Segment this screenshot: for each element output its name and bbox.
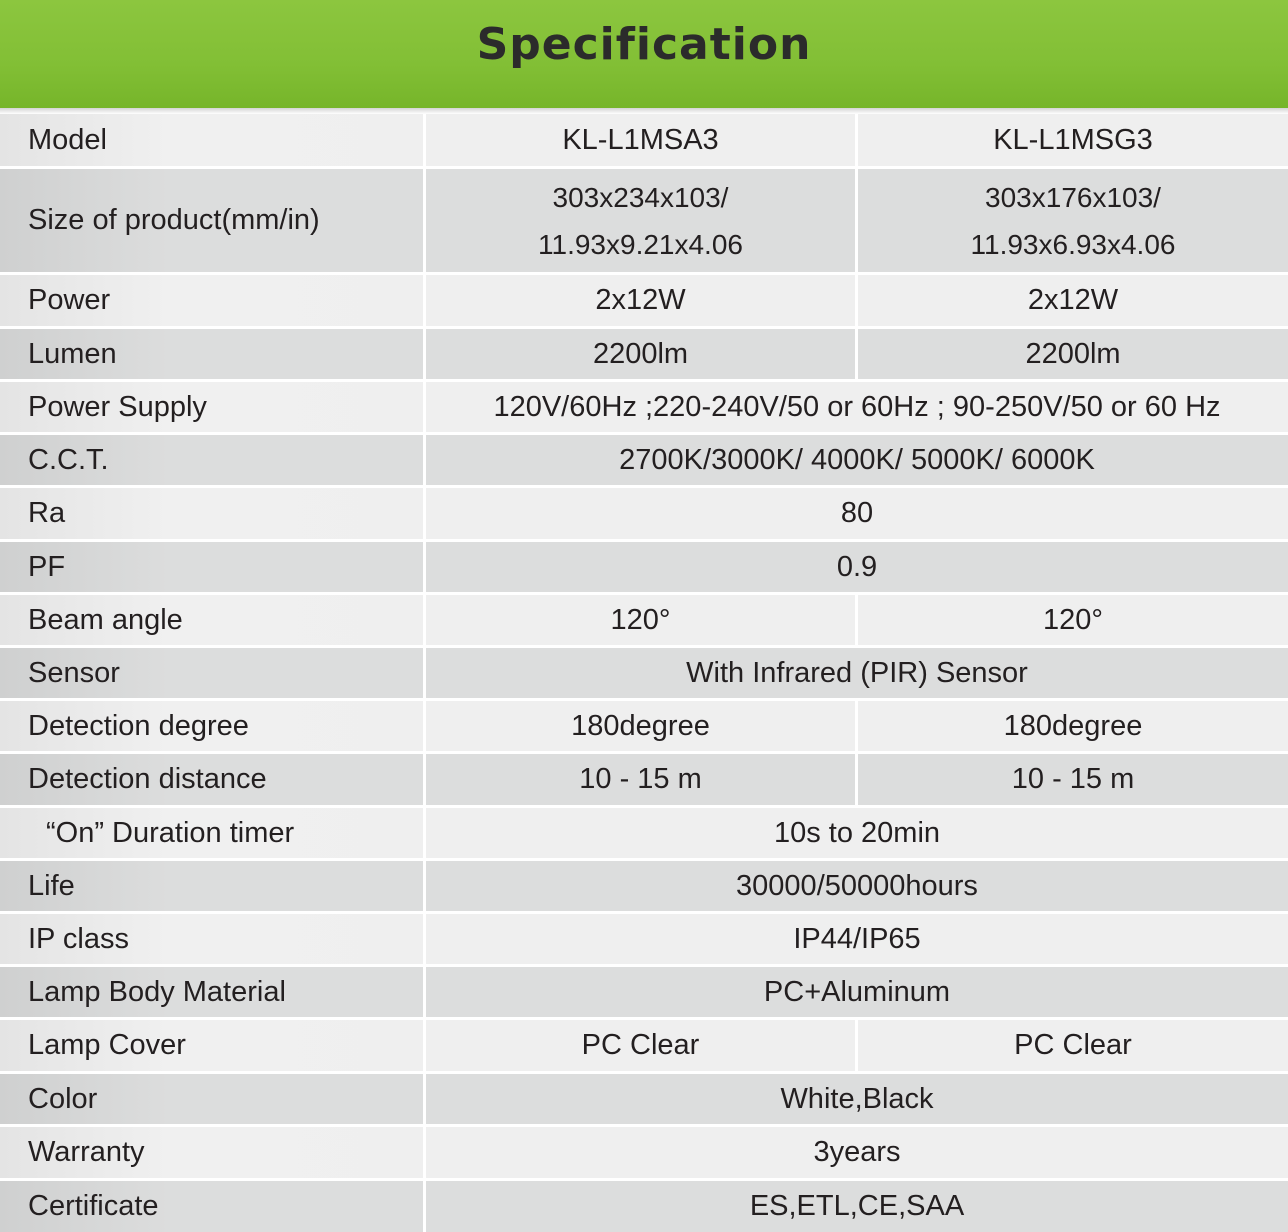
table-row-pf: PF 0.9 bbox=[0, 542, 1288, 595]
table-row-model: Model KL-L1MSA3 KL-L1MSG3 bbox=[0, 114, 1288, 169]
row-label: Detection distance bbox=[0, 754, 423, 805]
row-label: Lumen bbox=[0, 329, 423, 379]
row-label: Certificate bbox=[0, 1181, 423, 1232]
model-1-value: 180degree bbox=[426, 701, 855, 751]
row-label: PF bbox=[0, 542, 423, 592]
shared-value: With Infrared (PIR) Sensor bbox=[426, 648, 1288, 698]
row-label: C.C.T. bbox=[0, 435, 423, 485]
table-row-warranty: Warranty 3years bbox=[0, 1127, 1288, 1181]
shared-value: IP44/IP65 bbox=[426, 914, 1288, 964]
table-row-cct: C.C.T. 2700K/3000K/ 4000K/ 5000K/ 6000K bbox=[0, 435, 1288, 488]
table-row-size: Size of product(mm/in) 303x234x103/ 11.9… bbox=[0, 169, 1288, 275]
shared-value: 120V/60Hz ;220-240V/50 or 60Hz ; 90-250V… bbox=[426, 382, 1288, 432]
table-row-life: Life 30000/50000hours bbox=[0, 861, 1288, 914]
table-row-detection-degree: Detection degree 180degree 180degree bbox=[0, 701, 1288, 754]
model-1-value: KL-L1MSA3 bbox=[426, 114, 855, 166]
size-in: 11.93x9.21x4.06 bbox=[538, 228, 743, 260]
model-2-value: 120° bbox=[858, 595, 1288, 645]
model-2-value: 2x12W bbox=[858, 275, 1288, 326]
table-row-lumen: Lumen 2200lm 2200lm bbox=[0, 329, 1288, 382]
table-row-ra: Ra 80 bbox=[0, 488, 1288, 542]
model-1-value: 10 - 15 m bbox=[426, 754, 855, 805]
table-row-power: Power 2x12W 2x12W bbox=[0, 275, 1288, 329]
row-label: IP class bbox=[0, 914, 423, 964]
row-label: Power Supply bbox=[0, 382, 423, 432]
shared-value: 10s to 20min bbox=[426, 808, 1288, 858]
row-label: Life bbox=[0, 861, 423, 911]
table-row-duration-timer: “On” Duration timer 10s to 20min bbox=[0, 808, 1288, 861]
shared-value: 3years bbox=[426, 1127, 1288, 1178]
table-row-sensor: Sensor With Infrared (PIR) Sensor bbox=[0, 648, 1288, 701]
row-label: Size of product(mm/in) bbox=[0, 169, 423, 272]
model-2-value: 303x176x103/ 11.93x6.93x4.06 bbox=[858, 169, 1288, 272]
size-in: 11.93x6.93x4.06 bbox=[970, 228, 1176, 260]
shared-value: White,Black bbox=[426, 1074, 1288, 1124]
row-label: Color bbox=[0, 1074, 423, 1124]
shared-value: 2700K/3000K/ 4000K/ 5000K/ 6000K bbox=[426, 435, 1288, 485]
row-label: Warranty bbox=[0, 1127, 423, 1178]
page-title: Specification bbox=[476, 18, 812, 70]
shared-value: ES,ETL,CE,SAA bbox=[426, 1181, 1288, 1232]
row-label: Ra bbox=[0, 488, 423, 539]
model-2-value: 2200lm bbox=[858, 329, 1288, 379]
table-row-ip-class: IP class IP44/IP65 bbox=[0, 914, 1288, 967]
header-divider bbox=[0, 108, 1288, 114]
row-label: Model bbox=[0, 114, 423, 166]
table-row-beam-angle: Beam angle 120° 120° bbox=[0, 595, 1288, 648]
row-label: Power bbox=[0, 275, 423, 326]
model-1-value: 303x234x103/ 11.93x9.21x4.06 bbox=[426, 169, 855, 272]
shared-value: 0.9 bbox=[426, 542, 1288, 592]
table-row-detection-distance: Detection distance 10 - 15 m 10 - 15 m bbox=[0, 754, 1288, 808]
row-label: Lamp Cover bbox=[0, 1020, 423, 1071]
model-1-value: 2200lm bbox=[426, 329, 855, 379]
model-1-value: 2x12W bbox=[426, 275, 855, 326]
row-label: “On” Duration timer bbox=[0, 808, 423, 858]
size-mm: 303x176x103/ bbox=[985, 181, 1161, 213]
shared-value: PC+Aluminum bbox=[426, 967, 1288, 1017]
model-2-value: 10 - 15 m bbox=[858, 754, 1288, 805]
model-2-value: 180degree bbox=[858, 701, 1288, 751]
shared-value: 80 bbox=[426, 488, 1288, 539]
model-2-value: PC Clear bbox=[858, 1020, 1288, 1071]
model-2-value: KL-L1MSG3 bbox=[858, 114, 1288, 166]
size-mm: 303x234x103/ bbox=[552, 181, 729, 213]
model-1-value: PC Clear bbox=[426, 1020, 855, 1071]
table-row-lamp-cover: Lamp Cover PC Clear PC Clear bbox=[0, 1020, 1288, 1074]
row-label: Beam angle bbox=[0, 595, 423, 645]
row-label: Sensor bbox=[0, 648, 423, 698]
shared-value: 30000/50000hours bbox=[426, 861, 1288, 911]
row-label: Detection degree bbox=[0, 701, 423, 751]
spec-header: Specification bbox=[0, 0, 1288, 108]
model-1-value: 120° bbox=[426, 595, 855, 645]
table-row-certificate: Certificate ES,ETL,CE,SAA bbox=[0, 1181, 1288, 1232]
table-row-color: Color White,Black bbox=[0, 1074, 1288, 1127]
table-row-body-material: Lamp Body Material PC+Aluminum bbox=[0, 967, 1288, 1020]
table-row-power-supply: Power Supply 120V/60Hz ;220-240V/50 or 6… bbox=[0, 382, 1288, 435]
row-label: Lamp Body Material bbox=[0, 967, 423, 1017]
